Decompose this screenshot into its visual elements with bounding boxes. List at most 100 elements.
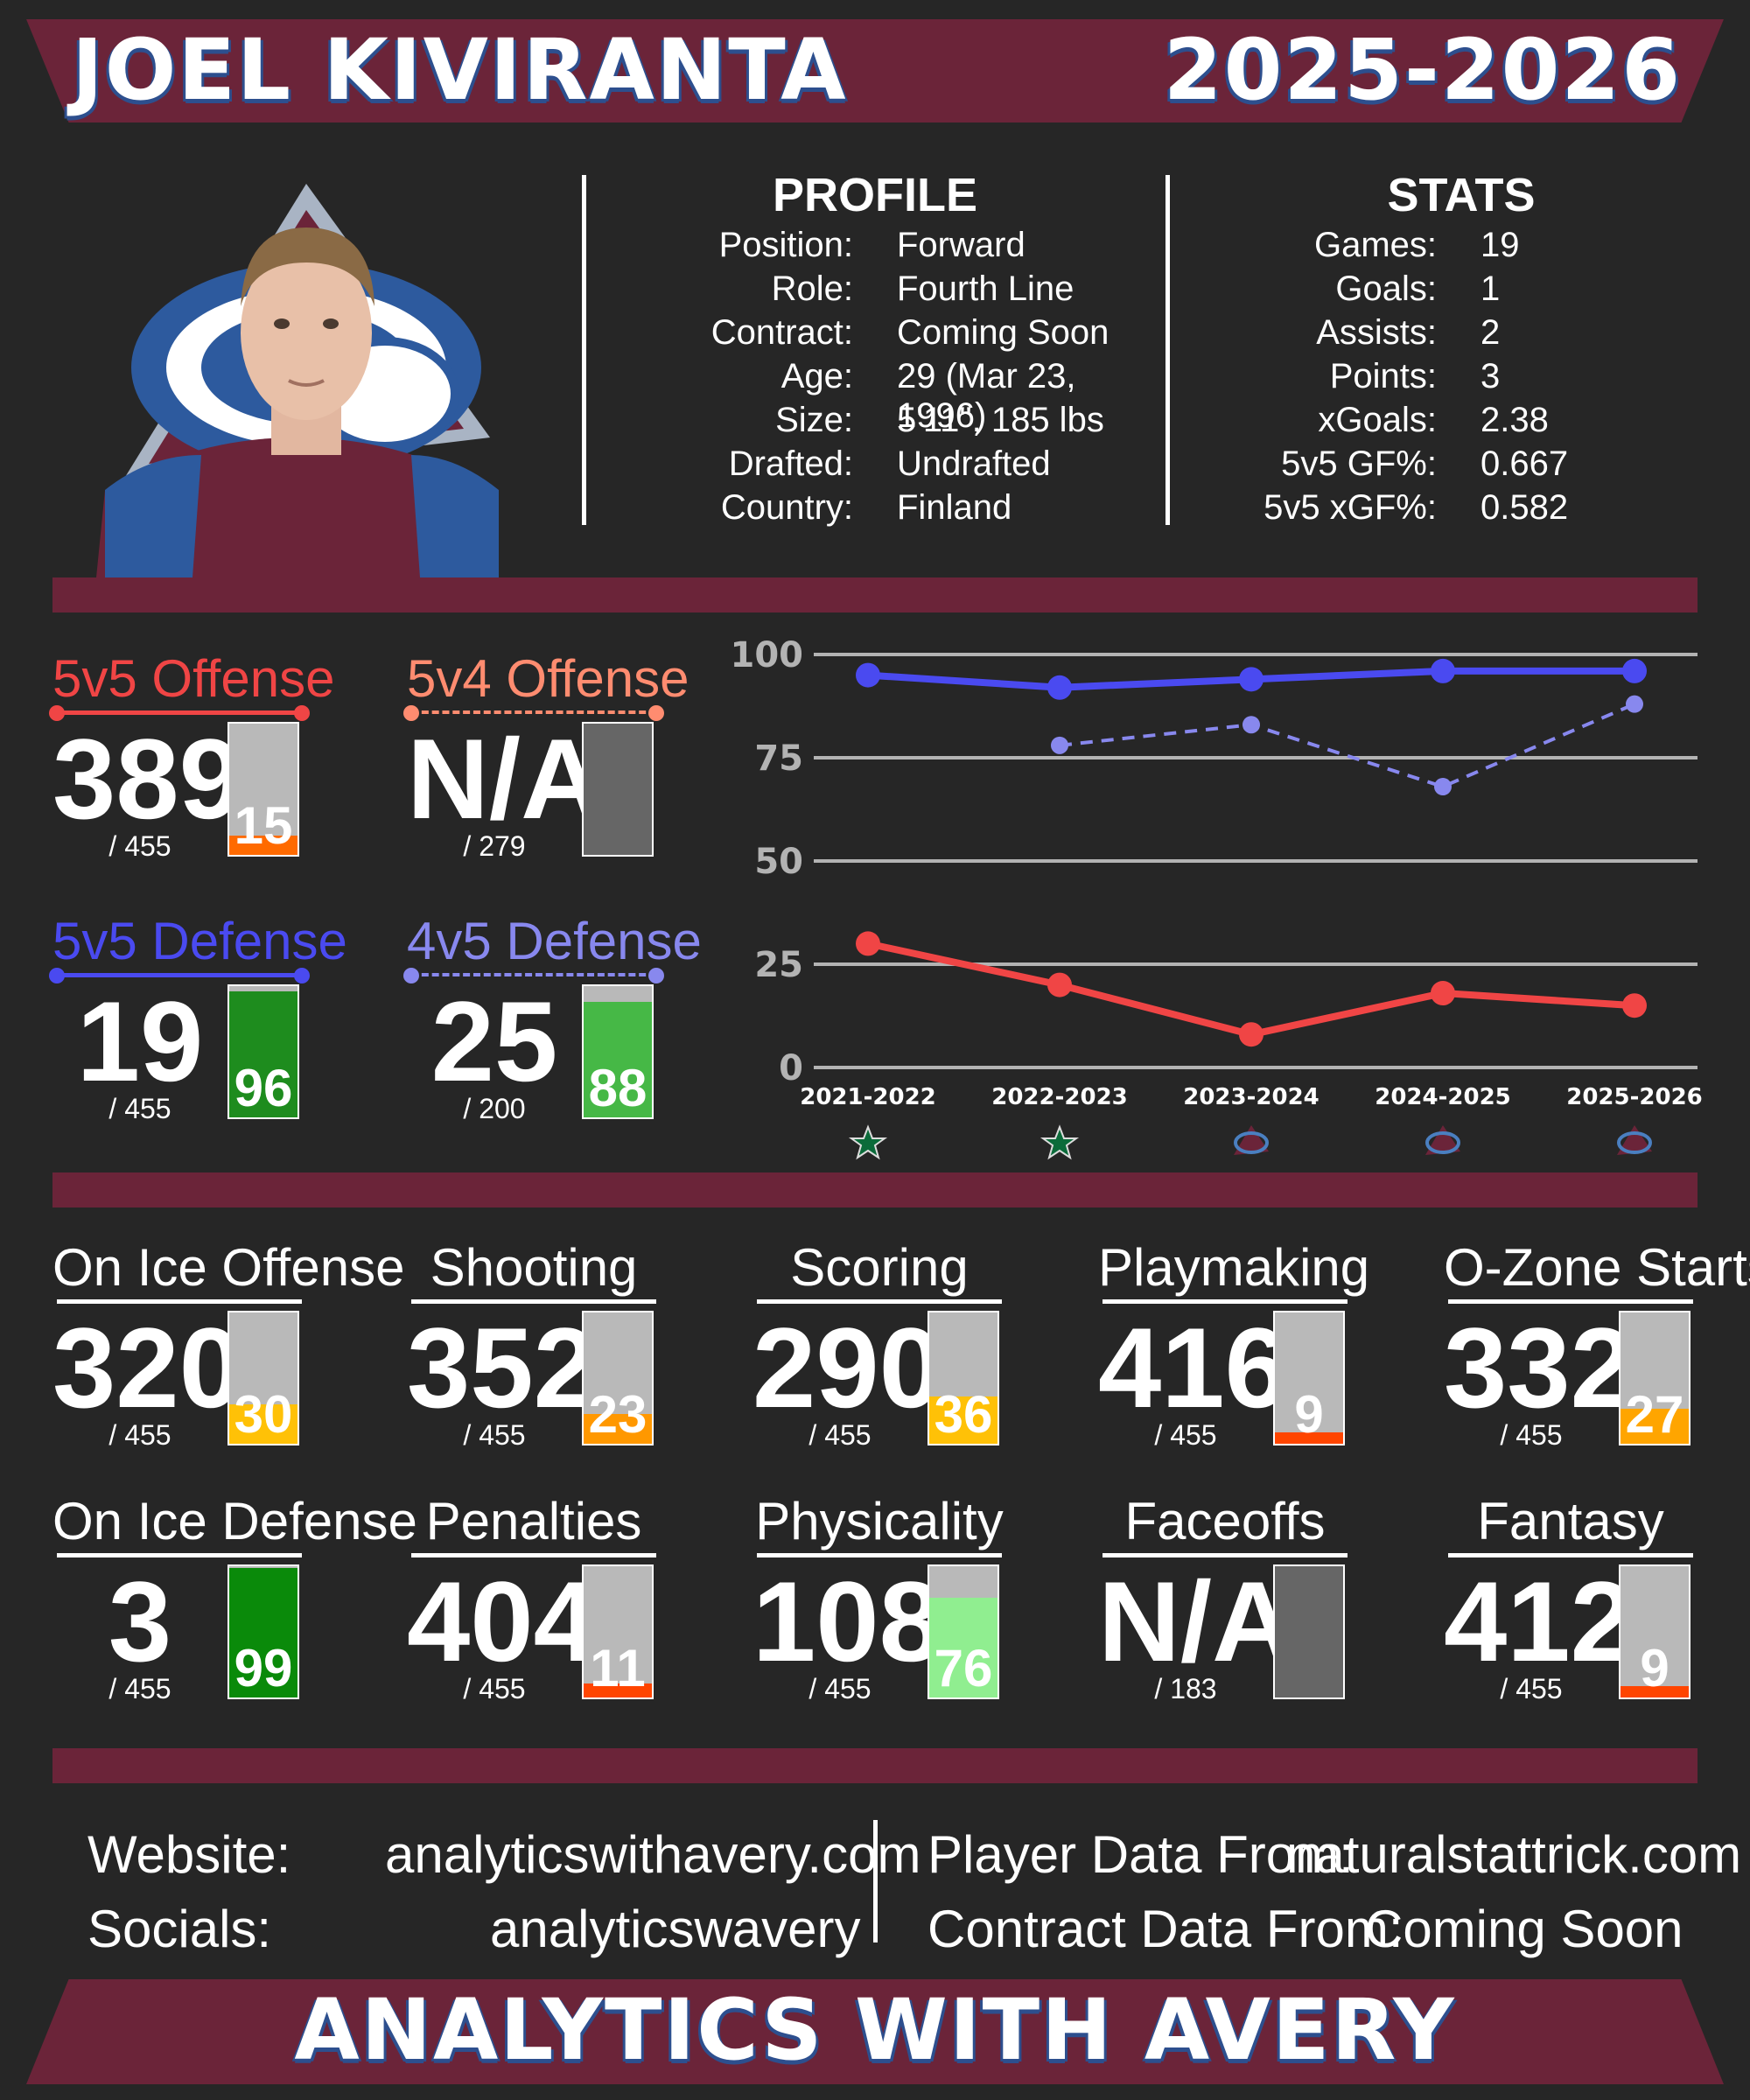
header-divider-left — [582, 175, 586, 525]
stats-label: 5v5 GF%: — [1281, 444, 1437, 483]
section-divider-1 — [52, 578, 1698, 612]
profile-label: Contract: — [710, 313, 853, 352]
player-name: JOEL KIVIRANTA — [72, 21, 848, 119]
x-tick-label: 2023-2024 — [1183, 1084, 1320, 1110]
percentile-fill — [584, 1683, 652, 1698]
percentile-bar: 9 — [1619, 1564, 1690, 1699]
profile-value: 29 (Mar 23, 1996) — [897, 357, 1076, 435]
profile-label: Drafted: — [728, 444, 853, 483]
stats-value: 0.582 — [1480, 488, 1569, 527]
data-point — [1431, 981, 1455, 1006]
percentile-bar: 30 — [228, 1311, 299, 1446]
y-tick-label: 0 — [779, 1048, 803, 1088]
tile-underline-dot — [648, 705, 664, 721]
profile-value: Undrafted — [897, 444, 1051, 483]
data-point — [1434, 778, 1452, 796]
stats-label: Points: — [1329, 357, 1437, 396]
stats-value: 2.38 — [1480, 401, 1549, 439]
stats-value: 3 — [1480, 357, 1501, 396]
tile-rank: 108 — [752, 1558, 942, 1685]
metric-tile: 4v5 Defense 25/ 200 88 — [403, 914, 704, 1133]
header-banner — [26, 19, 1724, 122]
profile-value: Fourth Line — [897, 270, 1074, 308]
tile-rank: 416 — [1098, 1304, 1288, 1432]
stars-logo-icon — [848, 1124, 888, 1160]
percentile-value: 27 — [1625, 1385, 1684, 1444]
tile-underline — [757, 1553, 1002, 1558]
website-link[interactable]: analyticswithavery.com — [385, 1825, 921, 1884]
percentile-fill — [1620, 1408, 1689, 1444]
tile-underline — [57, 1299, 302, 1304]
percentile-fill — [229, 835, 298, 855]
tile-underline — [57, 973, 302, 977]
y-tick-label: 100 — [731, 635, 804, 676]
tile-underline — [757, 1299, 1002, 1304]
tile-underline — [411, 1553, 656, 1558]
stats-label: Games: — [1313, 226, 1437, 264]
tile-rank-total: / 455 — [1154, 1419, 1217, 1451]
tile-rank-total: / 455 — [108, 830, 172, 862]
percentile-fill — [929, 1598, 998, 1698]
metric-tile: 5v5 Offense 389/ 455 15 — [49, 652, 350, 871]
stars-logo-icon — [1040, 1124, 1080, 1160]
tile-title: Physicality — [755, 1492, 1004, 1550]
tile-title: Scoring — [790, 1238, 969, 1297]
profile-value: Forward — [897, 226, 1026, 264]
percentile-value: 9 — [1640, 1639, 1670, 1698]
percentile-fill — [584, 1002, 652, 1117]
tile-rank: N/A — [1098, 1558, 1294, 1685]
stats-label: Assists: — [1316, 313, 1437, 352]
profile-title: PROFILE — [772, 169, 977, 221]
footer-divider — [873, 1820, 878, 1942]
data-point — [1047, 972, 1072, 998]
series-line — [1059, 702, 1635, 789]
profile-value: Finland — [897, 488, 1012, 527]
tile-underline — [57, 710, 302, 715]
metric-tile: Physicality 108/ 455 76 — [752, 1494, 1050, 1713]
tile-title: Penalties — [425, 1492, 642, 1550]
data-point — [1626, 695, 1643, 713]
tile-title: 5v5 Defense — [52, 912, 347, 970]
tile-rank-total: / 455 — [463, 1419, 526, 1451]
x-tick-label: 2024-2025 — [1375, 1084, 1511, 1110]
percentile-fill — [229, 1404, 298, 1444]
profile-label: Age: — [780, 357, 853, 396]
tile-rank: 332 — [1444, 1304, 1634, 1432]
percentile-fill — [229, 991, 298, 1117]
series-line — [867, 940, 1635, 1039]
tile-underline-dot — [403, 968, 419, 984]
percentile-bar: 96 — [228, 984, 299, 1119]
x-tick-label: 2021-2022 — [800, 1084, 936, 1110]
tile-underline — [411, 710, 656, 714]
section-divider-3 — [52, 1748, 1698, 1783]
stats-title: STATS — [1387, 169, 1536, 221]
avalanche-logo-icon — [96, 184, 499, 578]
percentile-bar: 23 — [582, 1311, 654, 1446]
tile-title: Fantasy — [1477, 1492, 1664, 1550]
stats-value: 0.667 — [1480, 444, 1569, 483]
data-point — [1242, 716, 1260, 734]
x-tick-label: 2022-2023 — [991, 1084, 1128, 1110]
data-point — [1431, 658, 1455, 683]
percentile-value: 11 — [590, 1639, 646, 1698]
section-divider-2 — [52, 1172, 1698, 1208]
player-data-source[interactable]: naturalstattrick.com — [1286, 1825, 1742, 1884]
tile-rank: 25 — [430, 977, 558, 1105]
profile-value: 5'11", 185 lbs — [897, 401, 1104, 439]
tile-rank-total: / 279 — [463, 830, 526, 862]
socials-handle[interactable]: analyticswavery — [490, 1900, 861, 1958]
tile-rank-total: / 455 — [108, 1673, 172, 1704]
tile-rank-total: / 183 — [1154, 1673, 1217, 1704]
data-point — [1239, 1022, 1264, 1047]
percentile-fill — [229, 1567, 298, 1698]
tile-title: On Ice Defense — [52, 1492, 417, 1550]
profile-label: Size: — [775, 401, 853, 439]
percentile-bar: 88 — [582, 984, 654, 1119]
tile-rank: 3 — [108, 1558, 172, 1685]
data-point — [856, 662, 880, 688]
percentile-value: 36 — [934, 1385, 993, 1444]
tile-rank-total: / 455 — [808, 1419, 872, 1451]
data-point — [1622, 993, 1647, 1018]
tile-rank: 404 — [407, 1558, 597, 1685]
percentile-value: 76 — [934, 1639, 993, 1698]
